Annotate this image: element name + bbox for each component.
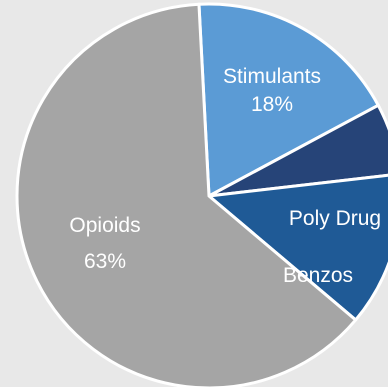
slice-label-poly-drug: Poly Drug bbox=[289, 207, 381, 230]
slices-layer bbox=[15, 2, 388, 387]
pie-slice-stimulants bbox=[197, 2, 380, 198]
labels-layer: Stimulants 18% Poly Drug Benzos Opioids 63% bbox=[69, 65, 381, 287]
slice-label-benzos: Benzos bbox=[283, 264, 353, 287]
slice-category-label: Benzos bbox=[283, 264, 353, 287]
slice-label-opioids: Opioids 63% bbox=[69, 214, 140, 273]
slice-category-label: Stimulants bbox=[223, 65, 321, 88]
slice-label-stimulants: Stimulants 18% bbox=[223, 65, 321, 116]
slice-category-label: Opioids bbox=[69, 214, 140, 237]
pie-slice-poly-drug bbox=[207, 103, 388, 198]
slice-value-label: 63% bbox=[84, 250, 126, 273]
slice-value-label: 18% bbox=[251, 93, 293, 116]
pie-slice-opioids bbox=[15, 2, 358, 387]
slice-category-label: Poly Drug bbox=[289, 207, 381, 230]
pie-slice-benzos bbox=[207, 173, 388, 322]
